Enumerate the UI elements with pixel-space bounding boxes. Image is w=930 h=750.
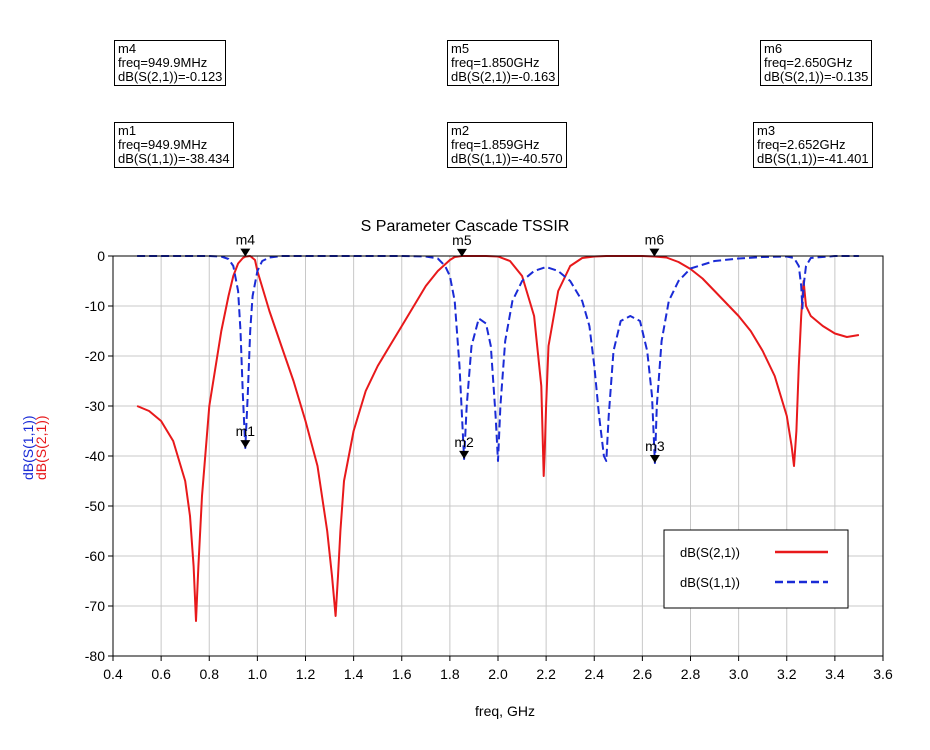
marker-m5-line-3: dB(S(2,1))=-0.163	[451, 69, 556, 84]
x-tick-label: 0.4	[103, 666, 123, 682]
y-tick-label: -10	[85, 298, 105, 314]
marker-m3-line-1: m3	[757, 123, 776, 138]
x-tick-label: 1.8	[440, 666, 460, 682]
x-tick-label: 1.6	[392, 666, 412, 682]
marker-m2-line-1: m2	[451, 123, 470, 138]
marker-layer: m1 m2 m3 m4 m5 m6	[236, 232, 665, 464]
x-tick-label: 2.0	[488, 666, 508, 682]
x-tick-label: 1.0	[248, 666, 268, 682]
x-tick-label: 1.2	[296, 666, 316, 682]
y-tick-label: -20	[85, 348, 105, 364]
marker-label-m6: m6	[645, 232, 665, 248]
y-tick-label: -40	[85, 448, 105, 464]
x-tick-label: 3.6	[873, 666, 893, 682]
marker-m4-line-2: freq=949.9MHz	[118, 55, 208, 70]
marker-box-m3: m3 freq=2.652GHz dB(S(1,1))=-41.401	[753, 122, 873, 168]
legend: dB(S(2,1)) dB(S(1,1))	[663, 529, 849, 609]
marker-m6-line-2: freq=2.650GHz	[764, 55, 853, 70]
marker-label-m5: m5	[452, 232, 472, 248]
x-tick-label: 0.6	[151, 666, 171, 682]
legend-label-s21: dB(S(2,1))	[680, 545, 740, 560]
marker-label-m3: m3	[645, 438, 665, 454]
marker-box-m5: m5 freq=1.850GHz dB(S(2,1))=-0.163	[447, 40, 560, 86]
marker-m3-line-3: dB(S(1,1))=-41.401	[757, 151, 869, 166]
marker-label-m2: m2	[454, 434, 474, 450]
marker-m2-line-2: freq=1.859GHz	[451, 137, 540, 152]
x-tick-label: 3.4	[825, 666, 845, 682]
marker-m5-line-2: freq=1.850GHz	[451, 55, 540, 70]
marker-m2-line-3: dB(S(1,1))=-40.570	[451, 151, 563, 166]
marker-m5-line-1: m5	[451, 41, 470, 56]
x-tick-label: 0.8	[200, 666, 220, 682]
y-tick-label: -30	[85, 398, 105, 414]
x-tick-label: 2.2	[536, 666, 556, 682]
marker-triangle-m5	[456, 248, 467, 257]
marker-m6-line-3: dB(S(2,1))=-0.135	[764, 69, 869, 84]
x-tick-label: 1.4	[344, 666, 364, 682]
marker-triangle-m3	[649, 455, 660, 464]
marker-triangle-m1	[240, 440, 251, 449]
legend-box	[663, 529, 849, 609]
marker-box-m2: m2 freq=1.859GHz dB(S(1,1))=-40.570	[447, 122, 567, 168]
marker-box-m4: m4 freq=949.9MHz dB(S(2,1))=-0.123	[114, 40, 227, 86]
marker-m1-line-2: freq=949.9MHz	[118, 137, 208, 152]
marker-m4-line-1: m4	[118, 41, 137, 56]
marker-box-m6: m6 freq=2.650GHz dB(S(2,1))=-0.135	[760, 40, 873, 86]
x-tick-label: 2.4	[585, 666, 605, 682]
y-tick-label: -70	[85, 598, 105, 614]
x-tick-label: 2.8	[681, 666, 701, 682]
marker-box-m1: m1 freq=949.9MHz dB(S(1,1))=-38.434	[114, 122, 234, 168]
legend-label-s11: dB(S(1,1))	[680, 575, 740, 590]
y-tick-label: -50	[85, 498, 105, 514]
marker-m4-line-3: dB(S(2,1))=-0.123	[118, 69, 223, 84]
marker-m6-line-1: m6	[764, 41, 783, 56]
series-line-s11	[137, 255, 859, 464]
marker-m3-line-2: freq=2.652GHz	[757, 137, 846, 152]
tick-layer: 0.4 0.6 0.8 1.0 1.2 1.4 1.6 1.8 2.0 2.2 2.4 2.6 2.8 3…	[85, 248, 893, 682]
marker-triangle-m4	[240, 248, 251, 257]
y-tick-label: -80	[85, 648, 105, 664]
x-tick-label: 2.6	[633, 666, 653, 682]
y-tick-label: 0	[97, 248, 105, 264]
marker-label-m1: m1	[236, 423, 256, 439]
marker-triangle-m6	[649, 248, 660, 257]
x-tick-label: 3.0	[729, 666, 749, 682]
marker-m1-line-1: m1	[118, 123, 137, 138]
y-tick-label: -60	[85, 548, 105, 564]
marker-triangle-m2	[459, 450, 470, 459]
marker-label-m4: m4	[236, 232, 256, 248]
x-tick-label: 3.2	[777, 666, 797, 682]
chart-title: S Parameter Cascade TSSIR	[360, 218, 570, 235]
x-axis-label: freq, GHz	[475, 703, 535, 719]
marker-m1-line-3: dB(S(1,1))=-38.434	[118, 151, 230, 166]
